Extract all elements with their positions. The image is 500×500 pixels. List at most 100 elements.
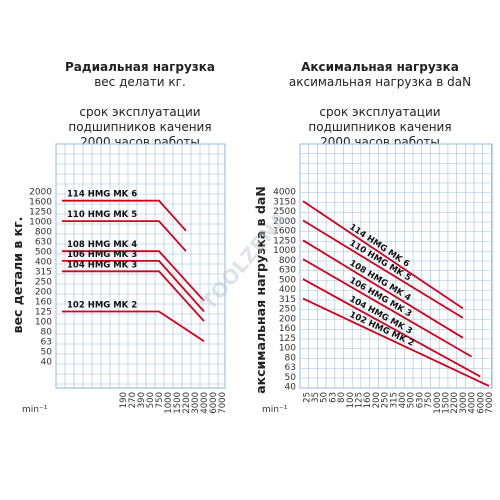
y-tick-label: 1250 [273,236,296,246]
grid-frame [55,143,226,389]
x-tick-label: 270 [128,392,138,408]
series-label: 110 HMG MK 5 [67,210,137,220]
x-tick-label: 750 [155,392,165,408]
series-line [62,260,205,313]
y-tick-label: 2500 [273,207,296,217]
y-tick-label: 2000 [273,217,296,227]
x-tick-label: 35 [311,392,321,403]
y-axis-label: вес детали в кг. [10,217,25,334]
y-tick-label: 800 [279,256,296,266]
y-tick-label: 40 [285,383,297,393]
right-subtitle: аксимальная нагрузка в daN [288,75,472,89]
y-tick-label: 400 [279,285,296,295]
y-tick-label: 315 [279,295,296,305]
x-tick-label: 250 [381,392,391,408]
x-tick-label: 80 [337,392,347,403]
series-line [302,297,490,387]
y-tick-label: 100 [279,344,296,354]
y-tick-label: 200 [279,314,296,324]
series-line [302,278,481,378]
y-tick-label: 40 [41,358,53,368]
left-header: Радиальная нагрузка вес делати кг. срок … [40,60,240,150]
y-tick-label: 630 [35,238,52,248]
x-tick-label: 1500 [442,392,452,414]
x-tick-label: 100 [346,392,356,408]
right-note-1: срок эксплуатации [319,105,441,119]
x-axis-label: min⁻¹ [22,405,48,415]
x-tick-label: 1000 [433,392,443,414]
y-tick-label: 50 [285,373,297,383]
y-tick-label: 250 [279,305,296,315]
series-line [62,250,205,302]
x-tick-label: 3000 [459,392,469,414]
y-tick-label: 100 [35,318,52,328]
y-tick-label: 500 [35,248,52,258]
x-tick-label: 125 [355,392,365,408]
y-tick-label: 160 [35,298,52,308]
series-line [302,258,473,358]
y-tick-label: 800 [35,228,52,238]
x-tick-label: 50 [320,392,330,403]
x-tick-label: 6000 [476,392,486,414]
x-tick-label: 190 [119,392,129,408]
chart-1: 2000160012501000800630500400315250200160… [10,143,228,415]
y-tick-label: 80 [41,328,53,338]
y-tick-label: 63 [41,338,52,348]
x-tick-label: 1000 [164,392,174,414]
x-tick-label: 7000 [485,392,495,414]
y-tick-label: 1250 [29,208,52,218]
x-tick-label: 750 [424,392,434,408]
x-axis-label: min⁻¹ [262,405,288,415]
x-tick-label: 390 [137,392,147,408]
left-note-1: срок эксплуатации [79,105,201,119]
series-label: 106 HMG MK 3 [67,250,137,260]
left-note-2: подшипников качения [68,120,212,134]
y-tick-label: 315 [35,268,52,278]
x-tick-label: 3000 [191,392,201,414]
x-tick-label: 160 [363,392,373,408]
series-label: 108 HMG MK 4 [67,240,137,250]
y-tick-label: 125 [279,334,296,344]
y-tick-label: 80 [285,353,297,363]
x-tick-label: 6000 [209,392,219,414]
x-tick-label: 400 [398,392,408,408]
series-label: 104 HMG MK 3 [67,260,137,270]
series-line [302,239,464,339]
series-line [302,200,464,310]
right-title: Аксимальная нагрузка [301,60,459,74]
y-tick-label: 1000 [29,218,52,228]
y-tick-label: 630 [279,266,296,276]
x-tick-label: 2200 [182,392,192,414]
left-title: Радиальная нагрузка [64,60,216,74]
x-tick-label: 500 [407,392,417,408]
series-line [62,199,187,232]
y-tick-label: 160 [279,324,296,334]
y-tick-label: 50 [41,348,53,358]
x-tick-label: 7000 [218,392,228,414]
grid-lines [55,143,225,388]
series-line [62,220,187,252]
x-tick-label: 4000 [200,392,210,414]
series-line [62,310,205,343]
y-tick-label: 1000 [273,246,296,256]
x-tick-label: 2200 [450,392,460,414]
grid-lines [299,143,492,389]
x-tick-label: 4000 [468,392,478,414]
x-tick-label: 63 [328,392,338,403]
y-tick-label: 200 [35,288,52,298]
series-label: 102 HMG MK 2 [67,300,137,310]
y-tick-label: 3150 [273,197,296,207]
x-tick-label: 315 [389,392,399,408]
x-tick-label: 500 [146,392,156,408]
y-tick-label: 2000 [29,188,52,198]
left-subtitle: вес делати кг. [94,75,186,89]
y-tick-label: 63 [285,363,296,373]
series-line [62,270,205,322]
x-tick-label: 200 [372,392,382,408]
y-tick-label: 1600 [273,227,296,237]
x-tick-label: 1500 [173,392,183,414]
y-tick-label: 400 [35,258,52,268]
y-tick-label: 500 [279,275,296,285]
series-label: 114 HMG MK 6 [67,190,137,200]
